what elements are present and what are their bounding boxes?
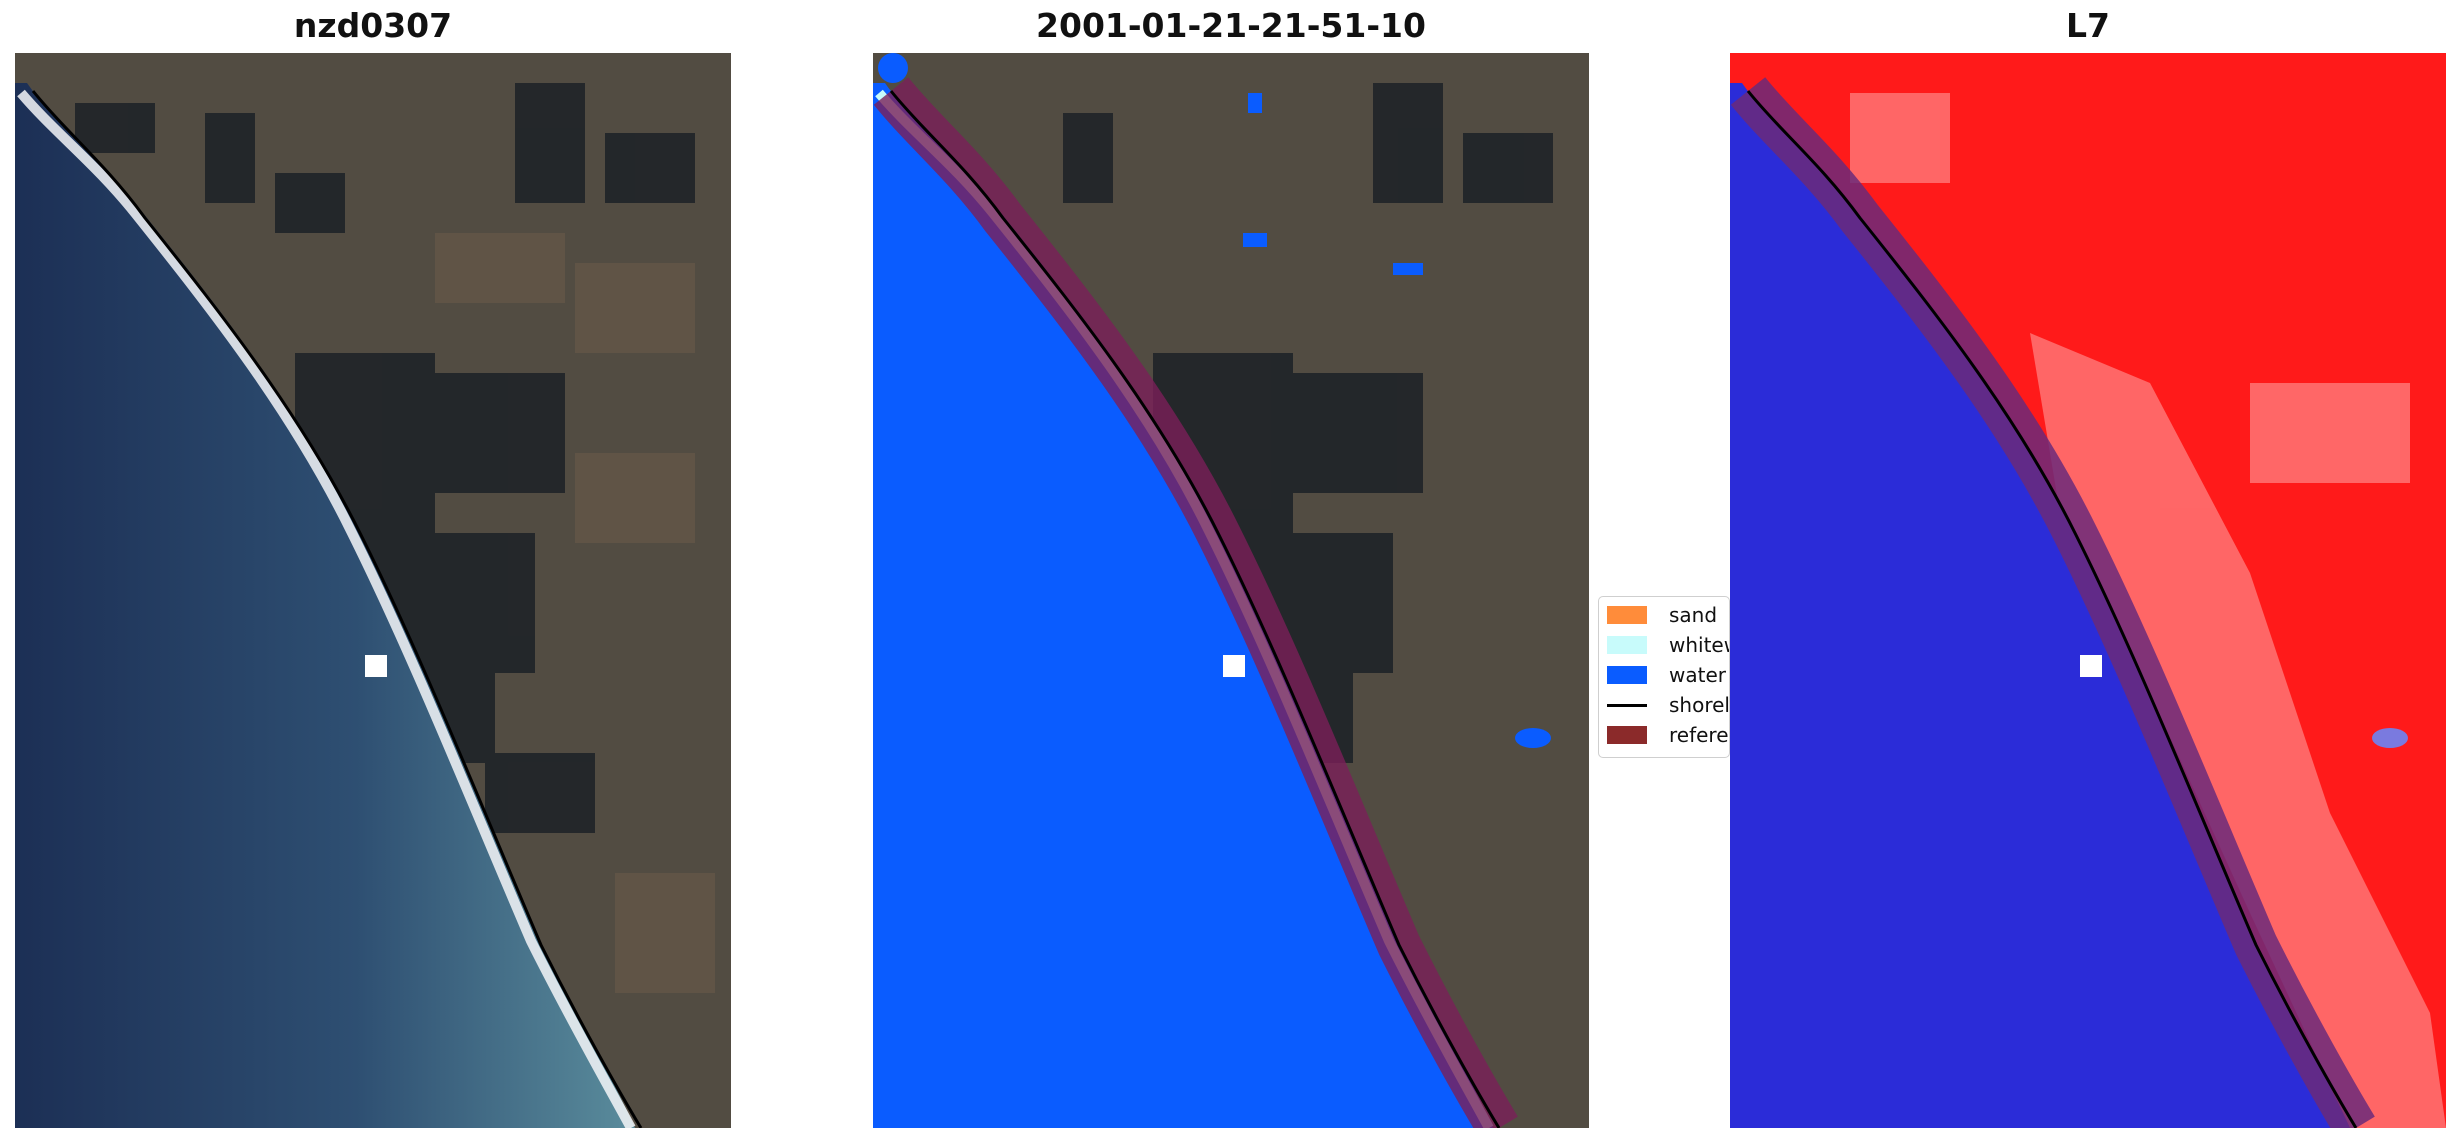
shoreline-line-icon — [1607, 703, 1647, 707]
panel-title-rgb: nzd0307 — [293, 6, 453, 45]
inland-water-bodies — [878, 53, 1551, 748]
reference-swatch-icon — [1607, 726, 1647, 744]
light-land-patches — [1850, 93, 2446, 1128]
cloud-mask — [1223, 655, 1245, 677]
legend-label: shorel — [1669, 693, 1730, 717]
water-index-image — [1730, 53, 2446, 1128]
legend-label: referen — [1669, 723, 1729, 747]
water-swatch-icon — [1607, 666, 1647, 684]
panel-title-classified: 2001-01-21-21-51-10 — [1036, 6, 1426, 45]
surf-zone — [17, 89, 636, 1128]
inland-water-body — [2372, 728, 2408, 748]
rgb-satellite-image — [15, 53, 731, 1128]
panel-title-index: L7 — [2066, 6, 2110, 45]
shoreline — [1746, 90, 2358, 1128]
legend-label: sand — [1669, 603, 1718, 627]
shoreline — [31, 90, 643, 1128]
classified-image — [873, 53, 1589, 1128]
legend-item-shoreline: shorel — [1607, 693, 1730, 717]
whitewater-swatch-icon — [1607, 636, 1647, 654]
water-class — [1730, 83, 2350, 1128]
cloud-mask — [365, 655, 387, 677]
shoreline — [889, 90, 1501, 1128]
water-class — [873, 83, 1493, 1128]
legend-item-water: water — [1607, 663, 1726, 687]
legend-label: water — [1669, 663, 1726, 687]
field-patches — [435, 233, 715, 993]
ocean — [15, 83, 635, 1128]
sand-swatch-icon — [1607, 606, 1647, 624]
legend-item-reference: referen — [1607, 723, 1729, 747]
legend-item-sand: sand — [1607, 603, 1717, 627]
cloud-mask — [2080, 655, 2102, 677]
